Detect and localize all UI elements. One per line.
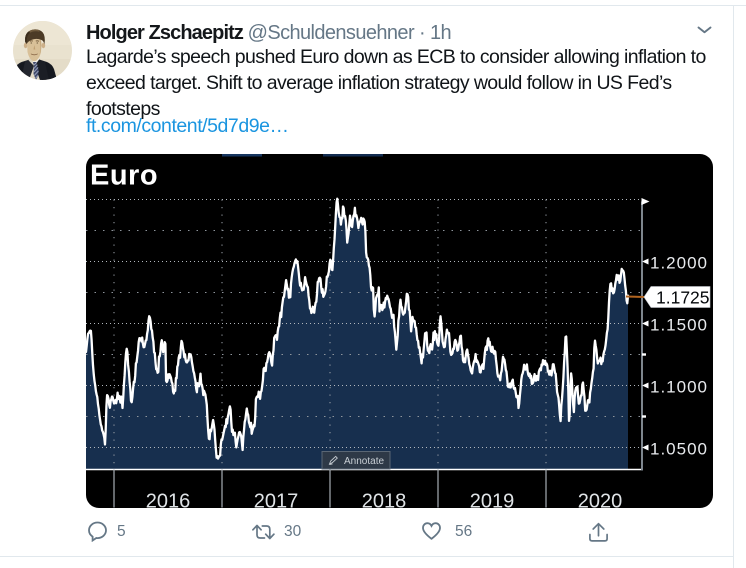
svg-text:2017: 2017	[254, 490, 299, 508]
svg-text:1.1500: 1.1500	[650, 315, 708, 334]
svg-text:Euro: Euro	[90, 159, 158, 191]
svg-text:Annotate: Annotate	[344, 456, 384, 467]
svg-text:1.0500: 1.0500	[650, 439, 708, 458]
svg-text:1.2000: 1.2000	[650, 253, 708, 272]
svg-text:2020: 2020	[578, 490, 623, 508]
svg-text:1.1000: 1.1000	[650, 377, 708, 396]
svg-text:1.1725: 1.1725	[656, 287, 710, 307]
svg-text:2019: 2019	[470, 490, 515, 508]
svg-text:2016: 2016	[146, 490, 191, 508]
svg-text:2018: 2018	[362, 490, 407, 508]
